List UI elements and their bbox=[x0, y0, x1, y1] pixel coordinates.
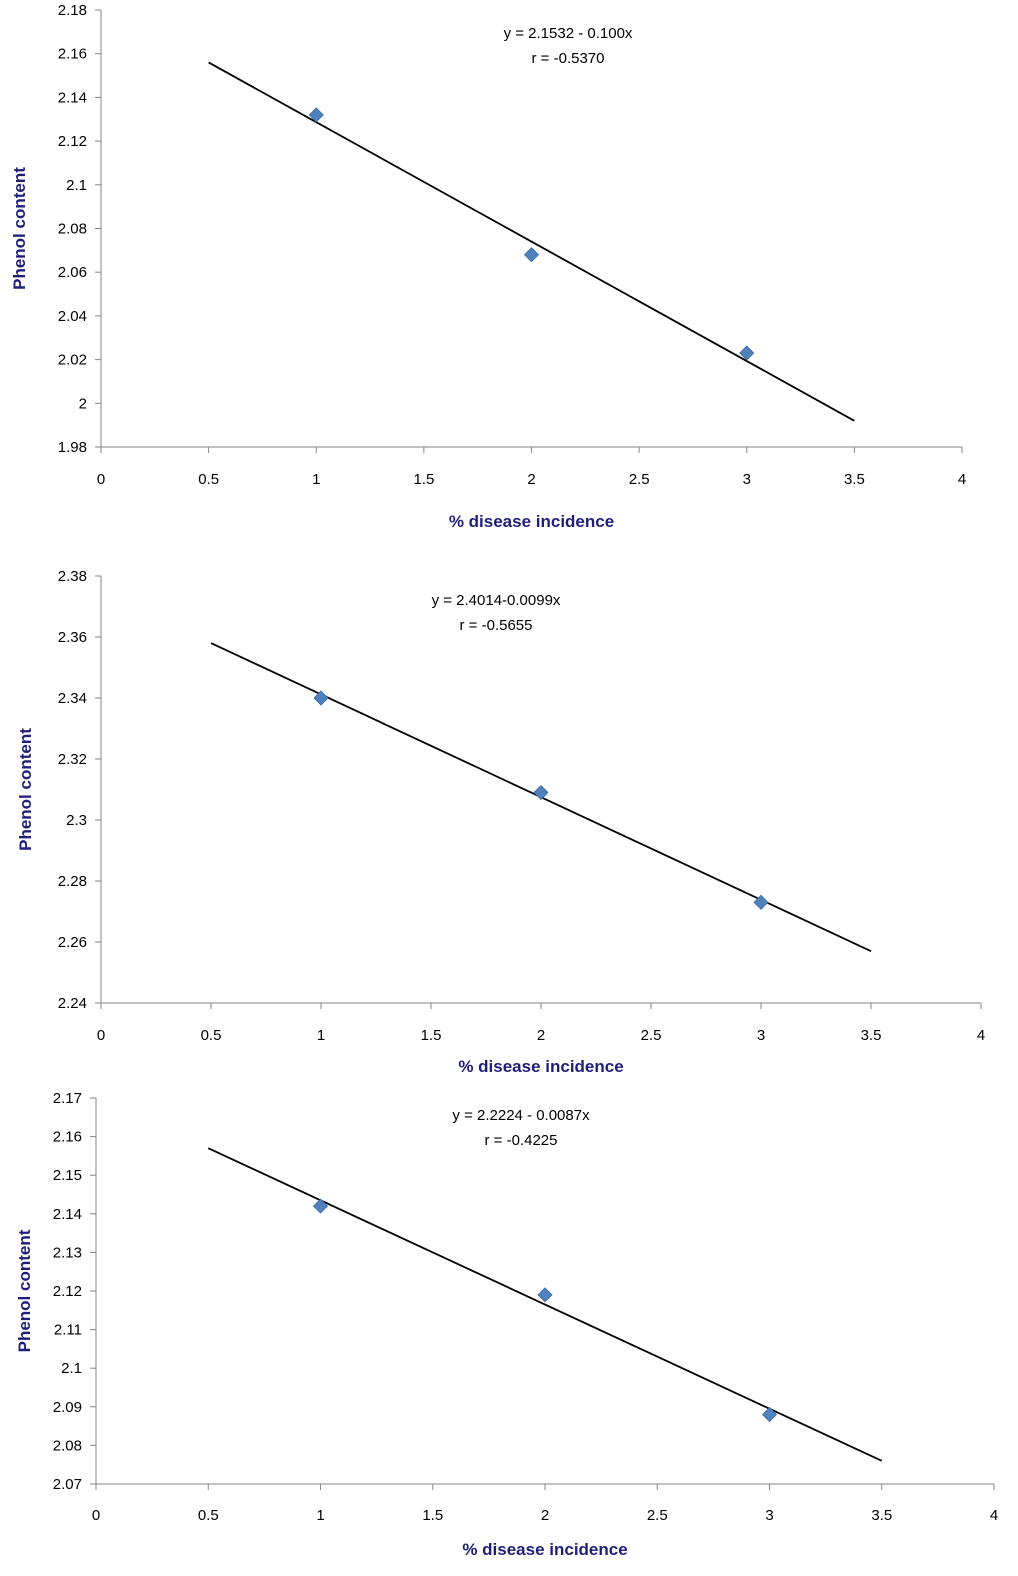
y-tick-label: 2.15 bbox=[53, 1167, 82, 1184]
y-axis-title: Phenol content bbox=[10, 167, 29, 290]
y-tick-label: 2.12 bbox=[58, 133, 87, 150]
y-tick-label: 2.26 bbox=[58, 934, 87, 951]
y-tick-label: 2.28 bbox=[58, 873, 87, 890]
data-point-marker bbox=[761, 1406, 778, 1423]
x-tick-label: 1.5 bbox=[422, 1507, 443, 1524]
x-tick-label: 0 bbox=[97, 1027, 105, 1044]
y-tick-label: 2.1 bbox=[61, 1360, 82, 1377]
y-tick-label: 2.38 bbox=[58, 568, 87, 585]
x-tick-label: 0 bbox=[97, 471, 105, 488]
data-point-marker bbox=[537, 1287, 553, 1303]
y-tick-label: 2.16 bbox=[53, 1129, 82, 1146]
correlation-coefficient: r = -0.5370 bbox=[532, 50, 605, 67]
y-tick-label: 2.3 bbox=[66, 812, 87, 829]
y-tick-label: 2.18 bbox=[58, 2, 87, 19]
y-tick-label: 1.98 bbox=[58, 439, 87, 456]
x-axis-title: % disease incidence bbox=[458, 1057, 623, 1076]
chart-panel-2: 2.24 2.26 2.28 2.3 2.32 2.34 2.36 2.38 0 0.5 1 1.5 2… bbox=[0, 565, 1018, 1085]
y-tick-label: 2.12 bbox=[53, 1283, 82, 1300]
y-tick-label: 2.32 bbox=[58, 751, 87, 768]
y-tick-label: 2.07 bbox=[53, 1476, 82, 1493]
y-tick-label: 2.1 bbox=[66, 177, 87, 194]
y-tick-label: 2.08 bbox=[58, 221, 87, 238]
trendline bbox=[208, 61, 855, 422]
x-tick-label: 2.5 bbox=[647, 1507, 668, 1524]
x-tick-label: 0.5 bbox=[198, 1507, 219, 1524]
y-tick-label: 2.34 bbox=[58, 690, 87, 707]
x-tick-label: 0.5 bbox=[198, 471, 219, 488]
x-axis-title: % disease incidence bbox=[462, 1540, 627, 1559]
x-tick-label: 3 bbox=[765, 1507, 773, 1524]
data-point-marker bbox=[523, 247, 540, 263]
x-tick-label: 3.5 bbox=[844, 471, 865, 488]
x-tick-label: 2 bbox=[537, 1027, 545, 1044]
y-tick-label: 2.16 bbox=[58, 46, 87, 63]
data-point-marker bbox=[739, 345, 755, 361]
y-tick-label: 2.14 bbox=[53, 1206, 82, 1223]
x-tick-label: 3.5 bbox=[861, 1027, 882, 1044]
y-tick-label: 2.02 bbox=[58, 352, 87, 369]
data-point-marker bbox=[312, 1198, 329, 1214]
correlation-coefficient: r = -0.5655 bbox=[460, 617, 533, 634]
x-tick-label: 1 bbox=[316, 1507, 324, 1524]
x-tick-label: 1 bbox=[317, 1027, 325, 1044]
y-tick-label: 2.04 bbox=[58, 308, 87, 325]
data-point-marker bbox=[753, 894, 769, 910]
y-tick-label: 2.08 bbox=[53, 1437, 82, 1454]
x-tick-label: 1 bbox=[312, 471, 320, 488]
y-axis-title: Phenol content bbox=[16, 728, 35, 851]
y-tick-label: 2.36 bbox=[58, 629, 87, 646]
x-tick-label: 4 bbox=[990, 1507, 998, 1524]
x-tick-label: 3.5 bbox=[871, 1507, 892, 1524]
y-tick-label: 2.24 bbox=[58, 995, 87, 1012]
scatter-chart-1: 1.98 2 2.02 2.04 2.06 2.08 2.1 2.12 2.14 2.16 2.18… bbox=[10, 2, 966, 531]
x-tick-label: 0 bbox=[92, 1507, 100, 1524]
regression-equation: y = 2.1532 - 0.100x bbox=[504, 25, 633, 42]
x-tick-label: 4 bbox=[977, 1027, 985, 1044]
scatter-chart-2: 2.24 2.26 2.28 2.3 2.32 2.34 2.36 2.38 0 0.5 1 1.5 2… bbox=[16, 568, 985, 1076]
correlation-coefficient: r = -0.4225 bbox=[485, 1132, 558, 1149]
data-point-marker bbox=[533, 784, 549, 801]
trendline bbox=[207, 1147, 883, 1462]
regression-equation: y = 2.2224 - 0.0087x bbox=[452, 1107, 590, 1124]
y-tick-label: 2.13 bbox=[53, 1244, 82, 1261]
regression-equation: y = 2.4014-0.0099x bbox=[432, 592, 561, 609]
x-tick-label: 1.5 bbox=[413, 471, 434, 488]
chart-panel-3: 2.07 2.08 2.09 2.1 2.11 2.12 2.13 2.14 2.15 2.16 2… bbox=[0, 1085, 1018, 1576]
y-axis-title: Phenol content bbox=[15, 1229, 34, 1352]
y-tick-label: 2.09 bbox=[53, 1399, 82, 1416]
x-tick-label: 2.5 bbox=[629, 471, 650, 488]
x-tick-label: 2 bbox=[541, 1507, 549, 1524]
y-tick-label: 2.17 bbox=[53, 1090, 82, 1107]
chart-panel-1: 1.98 2 2.02 2.04 2.06 2.08 2.1 2.12 2.14 2.16 2.18… bbox=[0, 0, 1018, 545]
data-point-marker bbox=[313, 690, 329, 706]
x-axis-title: % disease incidence bbox=[449, 512, 614, 531]
x-tick-label: 3 bbox=[743, 471, 751, 488]
x-tick-label: 2 bbox=[527, 471, 535, 488]
y-tick-label: 2.14 bbox=[58, 89, 87, 106]
x-tick-label: 3 bbox=[757, 1027, 765, 1044]
y-tick-label: 2.11 bbox=[54, 1322, 82, 1339]
x-tick-label: 1.5 bbox=[421, 1027, 442, 1044]
x-tick-label: 4 bbox=[958, 471, 966, 488]
y-tick-label: 2.06 bbox=[58, 264, 87, 281]
data-point-marker bbox=[308, 107, 324, 123]
x-tick-label: 2.5 bbox=[641, 1027, 662, 1044]
y-tick-label: 2 bbox=[79, 395, 87, 412]
scatter-chart-3: 2.07 2.08 2.09 2.1 2.11 2.12 2.13 2.14 2.15 2.16 2… bbox=[15, 1090, 998, 1559]
x-tick-label: 0.5 bbox=[201, 1027, 222, 1044]
